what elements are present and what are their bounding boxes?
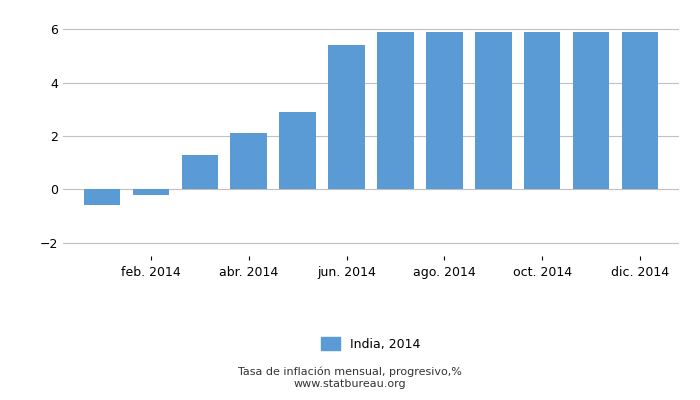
Bar — [622, 32, 658, 189]
Bar — [573, 32, 609, 189]
Bar — [524, 32, 561, 189]
Text: www.statbureau.org: www.statbureau.org — [294, 379, 406, 389]
Text: Tasa de inflación mensual, progresivo,%: Tasa de inflación mensual, progresivo,% — [238, 367, 462, 377]
Bar — [328, 45, 365, 189]
Bar — [279, 112, 316, 189]
Bar — [426, 32, 463, 189]
Bar — [475, 32, 512, 189]
Bar — [230, 133, 267, 189]
Bar — [377, 32, 414, 189]
Bar — [84, 189, 120, 205]
Bar — [181, 155, 218, 189]
Bar — [133, 189, 169, 195]
Legend: India, 2014: India, 2014 — [321, 337, 421, 350]
